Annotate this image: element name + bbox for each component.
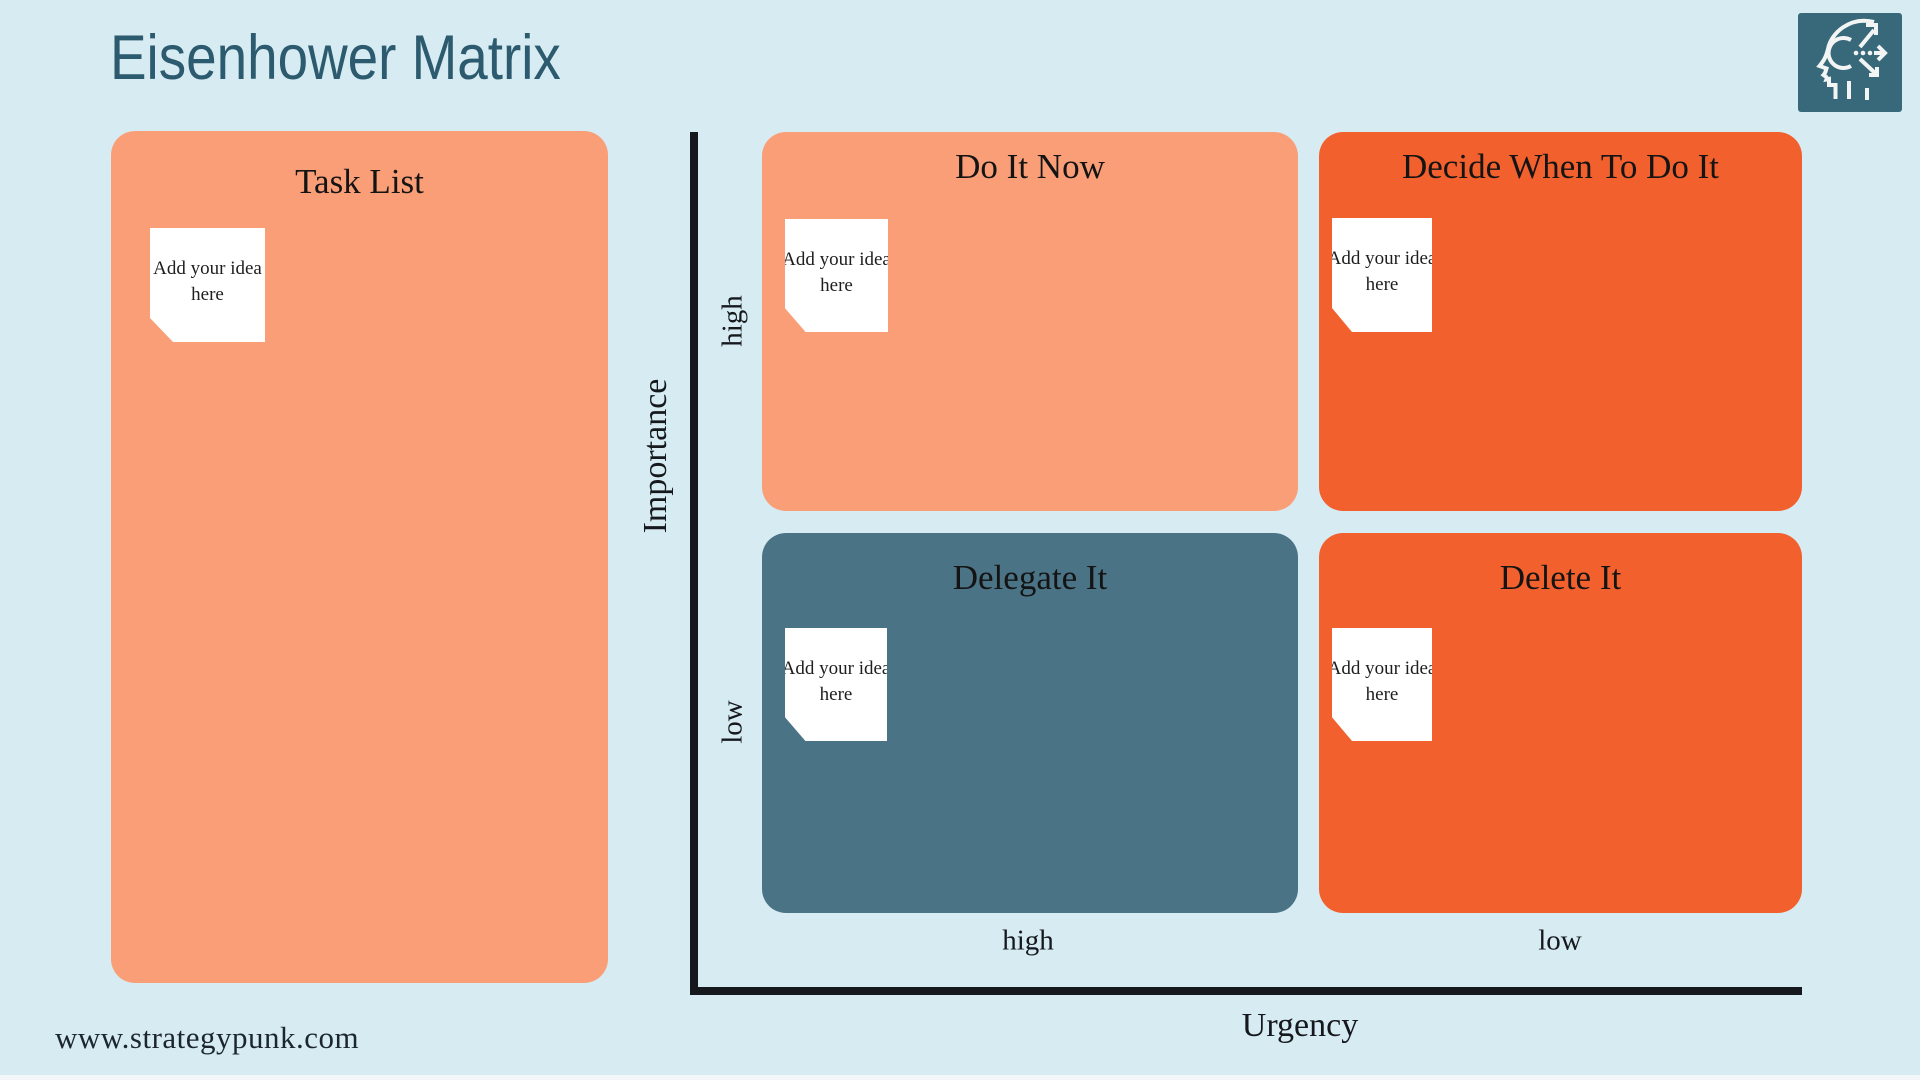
head-with-arrows-icon: [1816, 18, 1888, 100]
quadrant-title: Delegate It: [952, 558, 1108, 597]
y-tick-high: high: [716, 295, 749, 347]
sticky-note[interactable]: Add your idea here: [1332, 218, 1432, 332]
x-tick-low: low: [1538, 924, 1582, 957]
sticky-note[interactable]: Add your idea here: [1332, 628, 1432, 741]
importance-axis-line: [690, 132, 698, 995]
head-outline: [1816, 18, 1875, 99]
sticky-note[interactable]: Add your idea here: [785, 219, 888, 332]
x-tick-high: high: [1002, 924, 1054, 957]
x-axis-label: Urgency: [1241, 1007, 1359, 1044]
sticky-note-text: Add your idea here: [781, 658, 891, 705]
bottom-edge-strip: [0, 1075, 1920, 1080]
brand-logo: [1798, 13, 1902, 112]
arrow-down-right: [1858, 57, 1879, 77]
sticky-note[interactable]: Add your idea here: [785, 628, 887, 741]
urgency-axis-line: [690, 987, 1802, 995]
task-list-panel[interactable]: Task List Add your idea here: [111, 131, 608, 983]
task-list-title: Task List: [295, 162, 424, 201]
y-tick-low: low: [716, 700, 749, 744]
y-axis-label: Importance: [637, 378, 674, 534]
website-url: www.strategypunk.com: [55, 1020, 360, 1055]
quadrant-title: Delete It: [1499, 558, 1622, 597]
sticky-note-text: Add your idea here: [1327, 658, 1437, 705]
quadrant-decide-when-to-do-it[interactable]: Decide When To Do It Add your idea here: [1319, 132, 1802, 511]
quadrant-delete-it[interactable]: Delete It Add your idea here: [1319, 533, 1802, 913]
page-title: Eisenhower Matrix: [110, 23, 561, 93]
mind-arc: [1826, 36, 1852, 70]
quadrant-title: Do It Now: [955, 147, 1105, 186]
quadrant-delegate-it[interactable]: Delegate It Add your idea here: [762, 533, 1298, 913]
quadrant-title: Decide When To Do It: [1402, 147, 1719, 186]
sticky-note[interactable]: Add your idea here: [150, 228, 265, 342]
arrow-right: [1874, 44, 1888, 62]
sticky-note-text: Add your idea here: [1327, 248, 1437, 295]
sticky-note-text: Add your idea here: [782, 249, 891, 296]
quadrant-do-it-now[interactable]: Do It Now Add your idea here: [762, 132, 1298, 511]
sticky-note-text: Add your idea here: [153, 258, 262, 305]
arrow-up-right: [1858, 23, 1878, 49]
